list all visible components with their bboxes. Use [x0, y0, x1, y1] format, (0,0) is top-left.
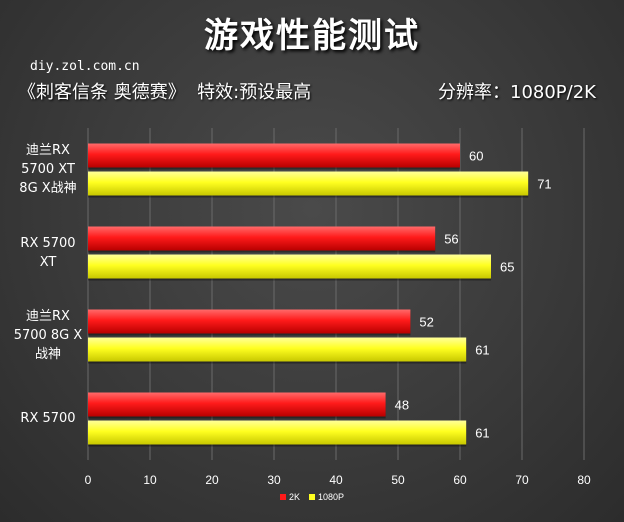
x-tick-label: 20 — [205, 473, 219, 487]
bar-2k — [88, 226, 436, 251]
data-label: 71 — [537, 177, 551, 192]
category-label-line: 战神 — [34, 347, 61, 362]
x-tick-label: 0 — [85, 473, 92, 487]
bar-1080p — [88, 420, 467, 445]
category-label-line: 迪兰RX — [26, 309, 70, 324]
source-label: diy.zol.com.cn — [30, 59, 140, 74]
x-tick-label: 50 — [391, 473, 405, 487]
game-settings-label: 《刺客信条 奥德赛》 特效:预设最高 — [18, 82, 312, 103]
data-label: 52 — [419, 315, 433, 330]
data-label: 61 — [475, 426, 489, 441]
x-tick-label: 30 — [267, 473, 281, 487]
category-label-line: 迪兰RX — [26, 143, 70, 158]
category-label: 迪兰RX 5700 8G X 战神 — [6, 307, 90, 364]
data-label: 60 — [469, 149, 483, 164]
resolution-label: 分辨率：1080P/2K — [438, 82, 596, 103]
category-label-line: RX 5700 — [20, 411, 76, 426]
category-label-line: RX 5700 — [20, 235, 76, 251]
bar-1080p — [88, 254, 491, 279]
data-label: 61 — [475, 343, 489, 358]
category-label-line: 5700 8G X — [13, 328, 83, 343]
data-label: 48 — [395, 398, 409, 413]
x-tick-label: 60 — [453, 473, 467, 487]
x-tick-label: 10 — [143, 473, 157, 487]
bar-1080p — [88, 337, 467, 362]
legend-swatch-1080p — [309, 494, 315, 500]
x-tick-label: 70 — [515, 473, 529, 487]
category-label-line: XT — [39, 254, 57, 270]
bar-2k — [88, 392, 386, 417]
category-label: RX 5700 — [6, 409, 90, 428]
legend-label-2k: 2K — [289, 492, 300, 502]
x-tick-label: 80 — [577, 473, 591, 487]
bar-1080p — [88, 171, 529, 196]
legend-label-1080p: 1080P — [318, 492, 344, 502]
category-label: 迪兰RX 5700 XT 8G X战神 — [6, 141, 90, 198]
data-label: 65 — [500, 260, 514, 275]
chart-title: 游戏性能测试 — [204, 16, 420, 56]
data-label: 56 — [444, 232, 458, 247]
legend-swatch-2k — [280, 494, 286, 500]
category-label-line: 5700 XT — [21, 162, 75, 177]
bar-2k — [88, 143, 460, 168]
category-label: RX 5700 XT — [6, 234, 90, 272]
category-label-line: 8G X战神 — [19, 181, 77, 196]
x-tick-label: 40 — [329, 473, 343, 487]
bar-2k — [88, 309, 411, 334]
